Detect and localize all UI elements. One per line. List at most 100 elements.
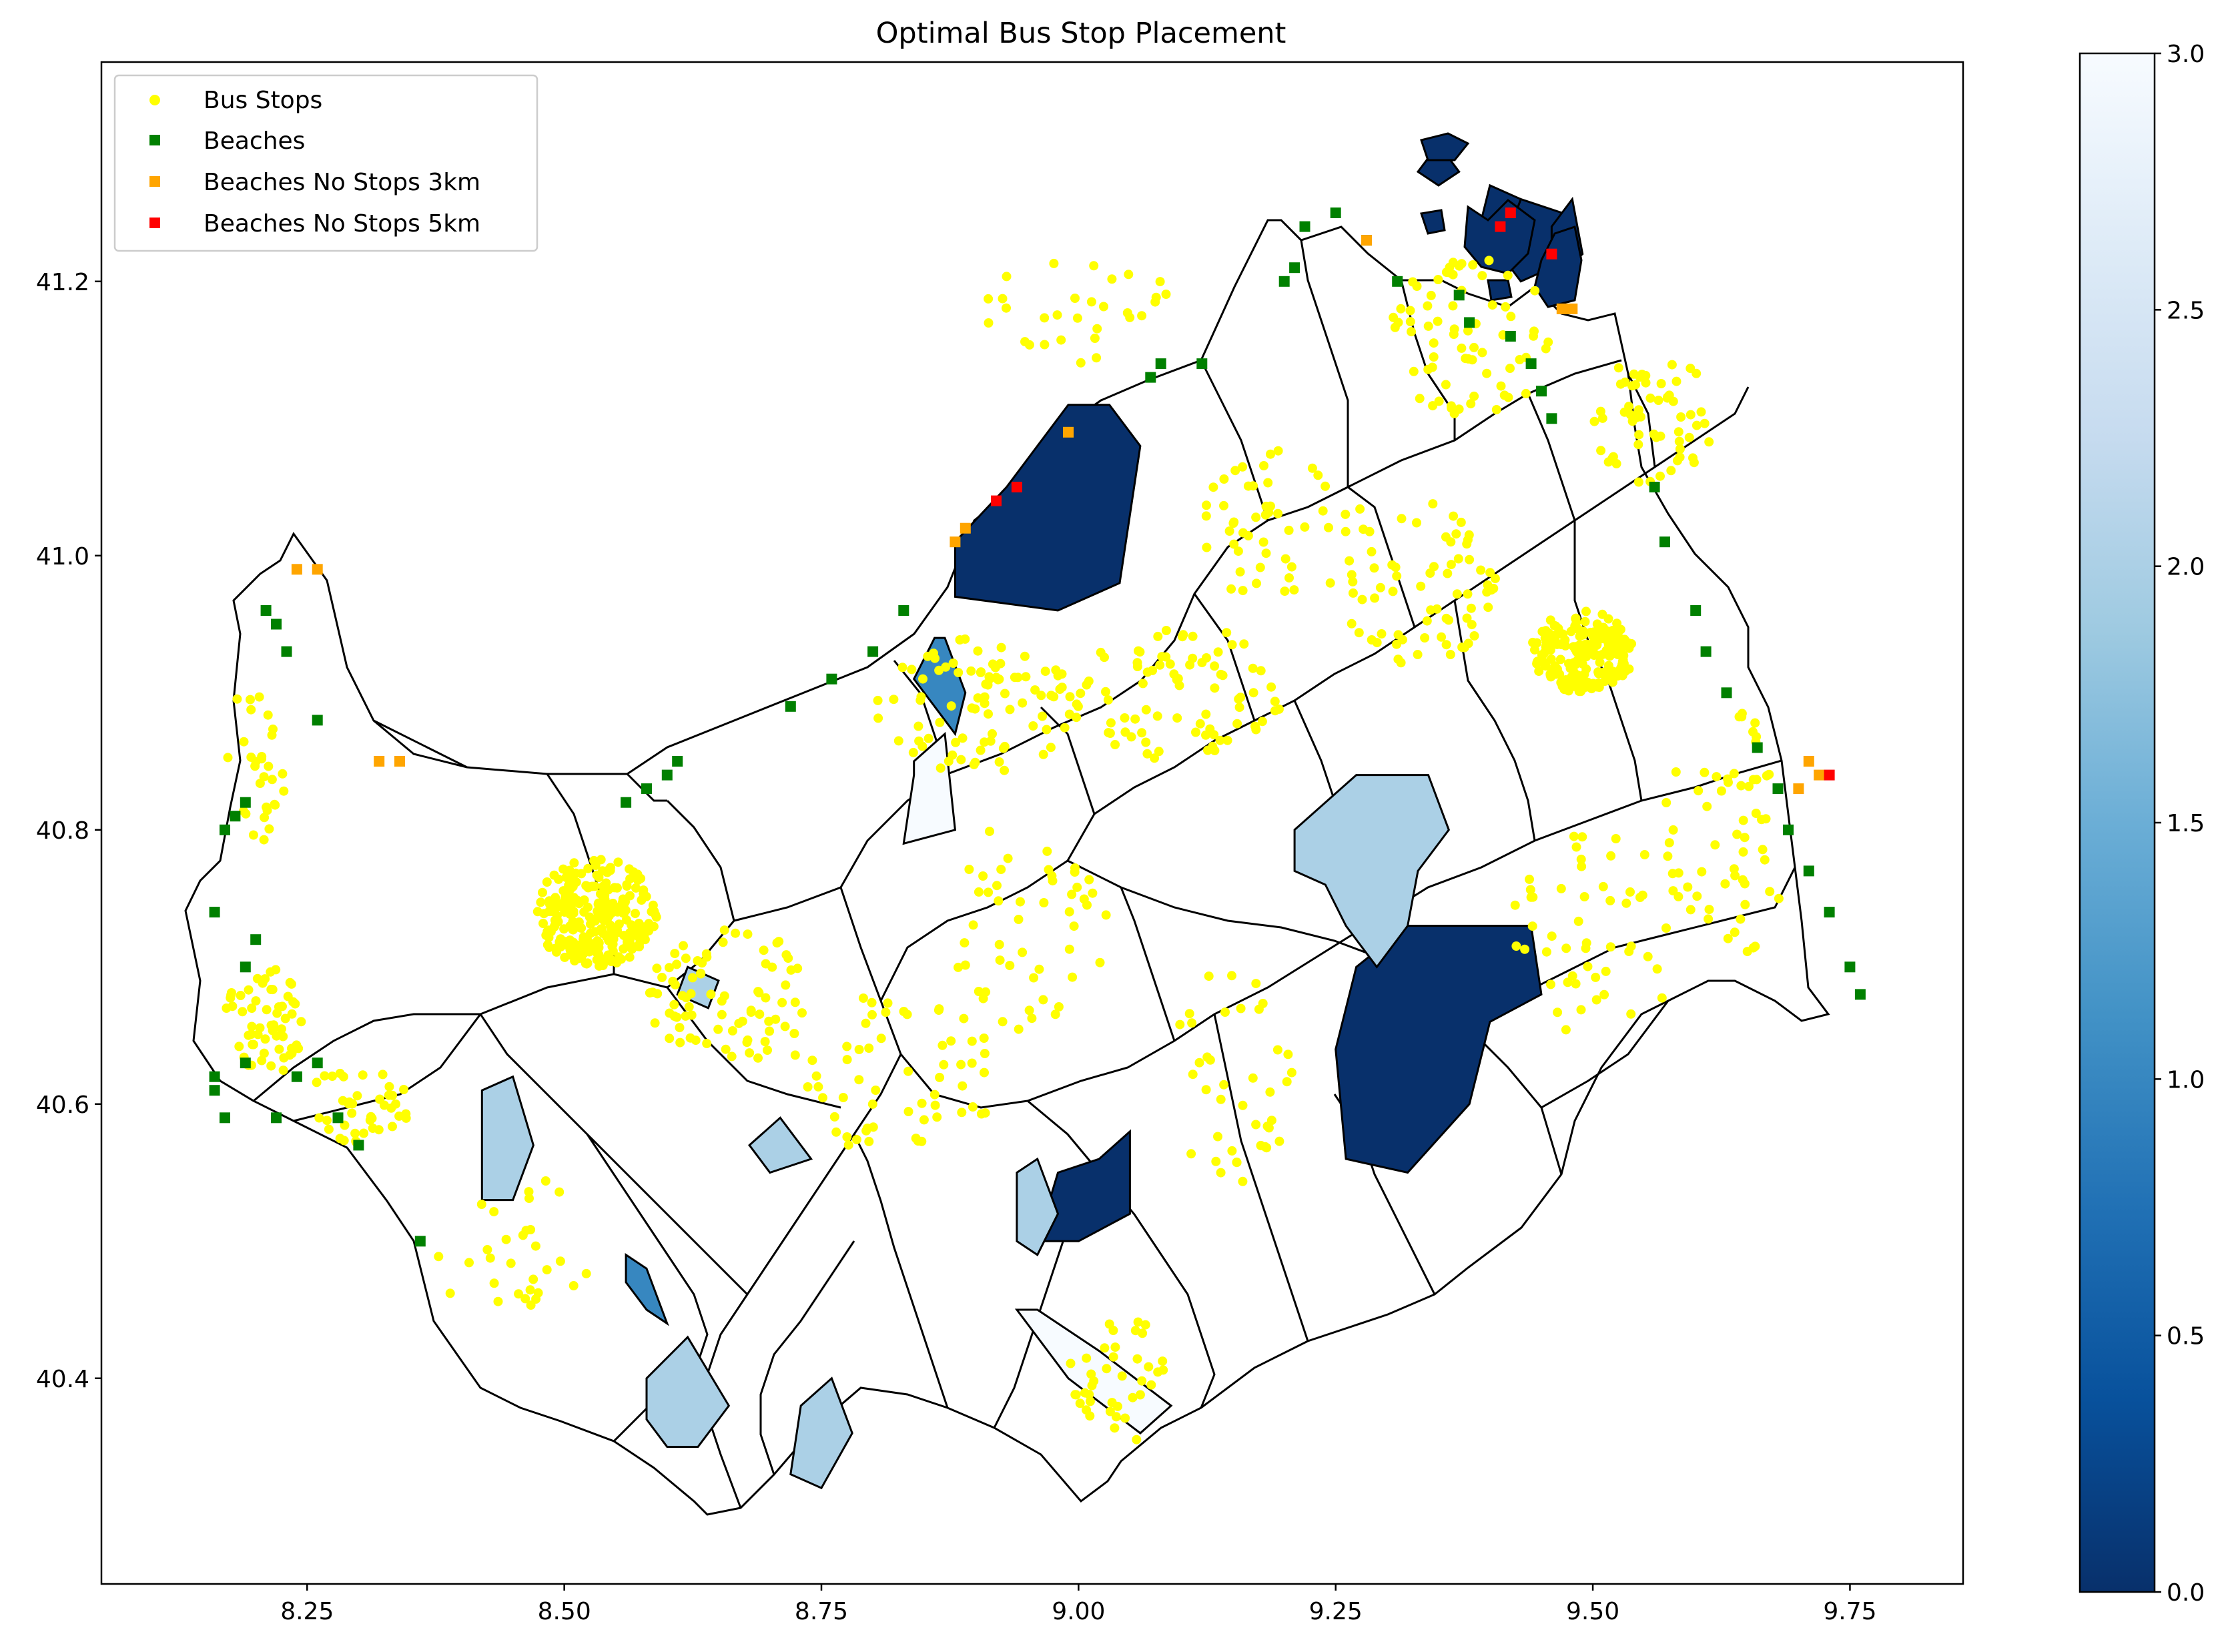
bus-stop-1092 bbox=[1082, 1405, 1091, 1415]
bus-stop-1243 bbox=[1300, 522, 1310, 532]
bus-stop-1289 bbox=[1064, 944, 1074, 954]
bus-stop-772 bbox=[1234, 694, 1244, 704]
bus-stop-1162 bbox=[854, 1075, 864, 1085]
bus-stop-1194 bbox=[1232, 1157, 1242, 1167]
bus-stop-1127 bbox=[930, 1100, 940, 1110]
bus-stop-945 bbox=[1408, 277, 1418, 287]
colorbar-gradient bbox=[2079, 52, 2156, 1593]
bus-stop-1129 bbox=[861, 1126, 871, 1136]
bus-stop-1428 bbox=[1086, 297, 1096, 307]
bus-stop-1164 bbox=[956, 1060, 966, 1070]
y-tick-label: 41.2 bbox=[36, 269, 89, 296]
bus-stop-721 bbox=[873, 713, 883, 723]
bus-stop-1434 bbox=[1090, 334, 1100, 343]
bus-stop-811 bbox=[1422, 616, 1432, 626]
bus-stop-1111 bbox=[867, 997, 877, 1007]
bus-stop-752 bbox=[1210, 661, 1220, 671]
bus-stop-948 bbox=[1503, 270, 1513, 280]
bus-stop-1180 bbox=[1216, 1168, 1226, 1178]
bus-stop-1175 bbox=[1211, 1156, 1221, 1166]
bus-stop-1270 bbox=[1067, 889, 1077, 899]
bus-stop-1098 bbox=[1113, 1401, 1122, 1411]
bus-stop-1427 bbox=[1052, 310, 1062, 320]
bus-stop-1136 bbox=[967, 1036, 977, 1046]
bus-stop-1099 bbox=[1146, 1380, 1156, 1390]
bus-stop-970 bbox=[1615, 379, 1625, 389]
bus-stop-1247 bbox=[1255, 562, 1265, 572]
bus-stop-1199 bbox=[1227, 971, 1236, 981]
bus-stop-847 bbox=[1416, 581, 1426, 591]
bus-stop-871 bbox=[1453, 554, 1463, 564]
beach-53 bbox=[1844, 961, 1856, 973]
bus-stop-865 bbox=[1445, 650, 1455, 659]
bus-stop-1006 bbox=[1603, 457, 1613, 467]
bus-stop-366 bbox=[1581, 606, 1591, 616]
bus-stop-818 bbox=[1441, 640, 1451, 650]
bus-stop-1396 bbox=[1657, 993, 1667, 1003]
bus-stop-1422 bbox=[1049, 258, 1059, 268]
bus-stop-1357 bbox=[528, 1274, 538, 1284]
bus-stop-765 bbox=[1101, 687, 1110, 697]
bus-stop-1355 bbox=[555, 1256, 565, 1266]
bus-stop-187 bbox=[633, 869, 643, 879]
bus-stop-440 bbox=[1567, 663, 1577, 673]
bus-stop-1036 bbox=[1664, 838, 1674, 848]
bus-stop-1329 bbox=[223, 753, 233, 763]
bus-stop-213 bbox=[647, 907, 657, 917]
bus-stop-1140 bbox=[929, 1090, 940, 1100]
bus-stop-1186 bbox=[1236, 1003, 1246, 1013]
bus-stop-400 bbox=[1548, 670, 1557, 680]
bus-stop-1263 bbox=[1072, 882, 1082, 892]
bus-stop-1365 bbox=[569, 1281, 579, 1290]
bus-stop-1367 bbox=[476, 1200, 486, 1209]
bus-stop-1116 bbox=[903, 1066, 913, 1076]
bus-stop-1249 bbox=[1230, 466, 1240, 476]
bus-stop-578 bbox=[669, 999, 679, 1009]
bus-stop-444 bbox=[1619, 659, 1629, 669]
bus-stop-406 bbox=[1578, 630, 1588, 640]
bus-stop-1306 bbox=[1095, 957, 1105, 967]
bus-stop-1449 bbox=[984, 318, 994, 328]
bus-stop-1224 bbox=[1307, 463, 1317, 473]
bus-stop-1395 bbox=[1571, 979, 1581, 989]
bus-stop-934 bbox=[1390, 322, 1400, 332]
beach-no-stops-3km-8 bbox=[1556, 303, 1567, 314]
bus-stop-1305 bbox=[996, 865, 1006, 875]
bus-stop-208 bbox=[569, 907, 579, 917]
beach-3 bbox=[240, 1058, 251, 1069]
bus-stop-1440 bbox=[1099, 302, 1108, 312]
bus-stop-586 bbox=[767, 962, 777, 972]
bus-stop-1240 bbox=[1252, 578, 1261, 588]
bus-stop-433 bbox=[1594, 683, 1604, 692]
beach-26 bbox=[867, 646, 879, 657]
bus-stop-1088 bbox=[1120, 1413, 1130, 1423]
bus-stop-112 bbox=[631, 909, 640, 919]
bus-stop-729 bbox=[954, 668, 964, 677]
bus-stop-1286 bbox=[981, 987, 991, 997]
bus-stop-425 bbox=[1553, 624, 1563, 633]
bus-stop-866 bbox=[1485, 568, 1495, 578]
legend-label-beaches-3km: Beaches No Stops 3km bbox=[204, 169, 480, 196]
x-tick-label: 8.75 bbox=[795, 1598, 848, 1625]
bus-stop-1250 bbox=[1219, 500, 1228, 510]
bus-stop-869 bbox=[1443, 568, 1453, 578]
bus-stop-967 bbox=[1667, 360, 1677, 370]
bus-stop-916 bbox=[1433, 316, 1443, 326]
bus-stop-512 bbox=[234, 1042, 244, 1052]
bus-stop-1173 bbox=[1201, 1085, 1211, 1095]
bus-stop-1155 bbox=[811, 1071, 821, 1081]
bus-stop-1349 bbox=[520, 1294, 530, 1304]
bus-stop-483 bbox=[272, 1031, 282, 1041]
bus-stop-1262 bbox=[1014, 1024, 1024, 1034]
bus-stop-442 bbox=[1559, 685, 1569, 695]
colorbar-tick-label: 0.0 bbox=[2167, 1579, 2205, 1607]
bus-stop-486 bbox=[269, 1020, 279, 1030]
bus-stop-1352 bbox=[445, 1288, 455, 1298]
bus-stop-855 bbox=[1413, 650, 1423, 659]
bus-stop-861 bbox=[1396, 658, 1406, 668]
bus-stop-1200 bbox=[1184, 1009, 1194, 1019]
bus-stop-726 bbox=[988, 659, 998, 669]
bus-stop-946 bbox=[1455, 261, 1464, 271]
bus-stop-611 bbox=[754, 987, 764, 997]
bus-stop-879 bbox=[1464, 530, 1474, 540]
